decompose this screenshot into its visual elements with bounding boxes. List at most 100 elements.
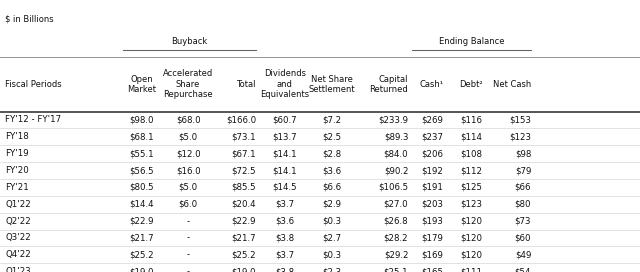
Text: $90.2: $90.2 bbox=[384, 166, 408, 175]
Text: $49: $49 bbox=[515, 250, 531, 259]
Text: $79: $79 bbox=[515, 166, 531, 175]
Text: $3.6: $3.6 bbox=[275, 217, 294, 226]
Text: $153: $153 bbox=[509, 115, 531, 125]
Text: $269: $269 bbox=[421, 115, 443, 125]
Text: FY'21: FY'21 bbox=[5, 183, 29, 192]
Text: $191: $191 bbox=[421, 183, 443, 192]
Text: $28.2: $28.2 bbox=[384, 233, 408, 243]
Text: $85.5: $85.5 bbox=[232, 183, 256, 192]
Text: $123: $123 bbox=[460, 200, 482, 209]
Text: $192: $192 bbox=[421, 166, 443, 175]
Text: $3.8: $3.8 bbox=[275, 233, 294, 243]
Text: Capital
Returned: Capital Returned bbox=[369, 75, 408, 94]
Text: $98.0: $98.0 bbox=[129, 115, 154, 125]
Text: $20.4: $20.4 bbox=[232, 200, 256, 209]
Text: $233.9: $233.9 bbox=[378, 115, 408, 125]
Text: $54: $54 bbox=[515, 267, 531, 272]
Text: Q2'22: Q2'22 bbox=[5, 217, 31, 226]
Text: $16.0: $16.0 bbox=[176, 166, 200, 175]
Text: $25.1: $25.1 bbox=[384, 267, 408, 272]
Text: $14.5: $14.5 bbox=[273, 183, 297, 192]
Text: $7.2: $7.2 bbox=[322, 115, 341, 125]
Text: $25.2: $25.2 bbox=[232, 250, 256, 259]
Text: Net Cash: Net Cash bbox=[493, 80, 531, 89]
Text: $206: $206 bbox=[421, 149, 443, 158]
Text: $169: $169 bbox=[421, 250, 443, 259]
Text: $25.2: $25.2 bbox=[129, 250, 154, 259]
Text: $26.8: $26.8 bbox=[384, 217, 408, 226]
Text: $179: $179 bbox=[421, 233, 443, 243]
Text: $67.1: $67.1 bbox=[232, 149, 256, 158]
Text: $120: $120 bbox=[460, 217, 482, 226]
Text: Open
Market: Open Market bbox=[127, 75, 156, 94]
Text: Total: Total bbox=[237, 80, 256, 89]
Text: $3.8: $3.8 bbox=[275, 267, 294, 272]
Text: $80: $80 bbox=[515, 200, 531, 209]
Text: $68.1: $68.1 bbox=[129, 132, 154, 141]
Text: $19.0: $19.0 bbox=[129, 267, 154, 272]
Text: $27.0: $27.0 bbox=[384, 200, 408, 209]
Text: $111: $111 bbox=[460, 267, 482, 272]
Text: $6.6: $6.6 bbox=[322, 183, 341, 192]
Text: $19.0: $19.0 bbox=[232, 267, 256, 272]
Text: -: - bbox=[187, 267, 189, 272]
Text: $193: $193 bbox=[421, 217, 443, 226]
Text: $112: $112 bbox=[460, 166, 482, 175]
Text: $29.2: $29.2 bbox=[384, 250, 408, 259]
Text: $2.3: $2.3 bbox=[322, 267, 341, 272]
Text: $22.9: $22.9 bbox=[232, 217, 256, 226]
Text: $14.1: $14.1 bbox=[273, 149, 297, 158]
Text: $14.1: $14.1 bbox=[273, 166, 297, 175]
Text: $2.9: $2.9 bbox=[322, 200, 341, 209]
Text: FY'19: FY'19 bbox=[5, 149, 29, 158]
Text: $5.0: $5.0 bbox=[179, 183, 198, 192]
Text: FY'12 - FY'17: FY'12 - FY'17 bbox=[5, 115, 61, 125]
Text: $60.7: $60.7 bbox=[273, 115, 297, 125]
Text: $66: $66 bbox=[515, 183, 531, 192]
Text: Ending Balance: Ending Balance bbox=[439, 37, 504, 46]
Text: $56.5: $56.5 bbox=[129, 166, 154, 175]
Text: $73.1: $73.1 bbox=[232, 132, 256, 141]
Text: $125: $125 bbox=[460, 183, 482, 192]
Text: $2.5: $2.5 bbox=[322, 132, 341, 141]
Text: $3.7: $3.7 bbox=[275, 250, 294, 259]
Text: $21.7: $21.7 bbox=[232, 233, 256, 243]
Text: $13.7: $13.7 bbox=[273, 132, 297, 141]
Text: $166.0: $166.0 bbox=[226, 115, 256, 125]
Text: $22.9: $22.9 bbox=[129, 217, 154, 226]
Text: $114: $114 bbox=[460, 132, 482, 141]
Text: FY'20: FY'20 bbox=[5, 166, 29, 175]
Text: Debt²: Debt² bbox=[460, 80, 483, 89]
Text: $21.7: $21.7 bbox=[129, 233, 154, 243]
Text: $120: $120 bbox=[460, 250, 482, 259]
Text: $73: $73 bbox=[515, 217, 531, 226]
Text: $237: $237 bbox=[421, 132, 443, 141]
Text: $2.7: $2.7 bbox=[322, 233, 341, 243]
Text: Q4'22: Q4'22 bbox=[5, 250, 31, 259]
Text: $89.3: $89.3 bbox=[384, 132, 408, 141]
Text: $203: $203 bbox=[421, 200, 443, 209]
Text: $2.8: $2.8 bbox=[322, 149, 341, 158]
Text: $98: $98 bbox=[515, 149, 531, 158]
Text: -: - bbox=[187, 233, 189, 243]
Text: $84.0: $84.0 bbox=[384, 149, 408, 158]
Text: $5.0: $5.0 bbox=[179, 132, 198, 141]
Text: $68.0: $68.0 bbox=[176, 115, 200, 125]
Text: Fiscal Periods: Fiscal Periods bbox=[5, 80, 61, 89]
Text: $0.3: $0.3 bbox=[322, 217, 341, 226]
Text: $14.4: $14.4 bbox=[129, 200, 154, 209]
Text: $55.1: $55.1 bbox=[129, 149, 154, 158]
Text: $60: $60 bbox=[515, 233, 531, 243]
Text: $123: $123 bbox=[509, 132, 531, 141]
Text: Cash¹: Cash¹ bbox=[420, 80, 444, 89]
Text: -: - bbox=[187, 250, 189, 259]
Text: Q1'23: Q1'23 bbox=[5, 267, 31, 272]
Text: Dividends
and
Equivalents: Dividends and Equivalents bbox=[260, 69, 309, 99]
Text: $106.5: $106.5 bbox=[378, 183, 408, 192]
Text: $108: $108 bbox=[460, 149, 482, 158]
Text: Q3'22: Q3'22 bbox=[5, 233, 31, 243]
Text: -: - bbox=[187, 217, 189, 226]
Text: $12.0: $12.0 bbox=[176, 149, 200, 158]
Text: $72.5: $72.5 bbox=[232, 166, 256, 175]
Text: Buyback: Buyback bbox=[172, 37, 207, 46]
